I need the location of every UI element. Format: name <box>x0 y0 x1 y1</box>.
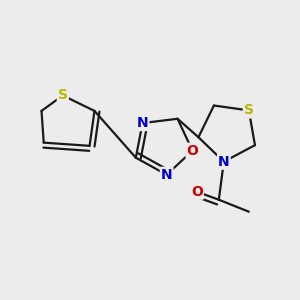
Text: N: N <box>161 168 172 182</box>
Text: N: N <box>137 116 148 130</box>
Text: N: N <box>218 155 230 169</box>
Text: S: S <box>244 103 254 117</box>
Text: O: O <box>187 144 198 158</box>
Text: S: S <box>58 88 68 103</box>
Text: O: O <box>191 185 203 199</box>
